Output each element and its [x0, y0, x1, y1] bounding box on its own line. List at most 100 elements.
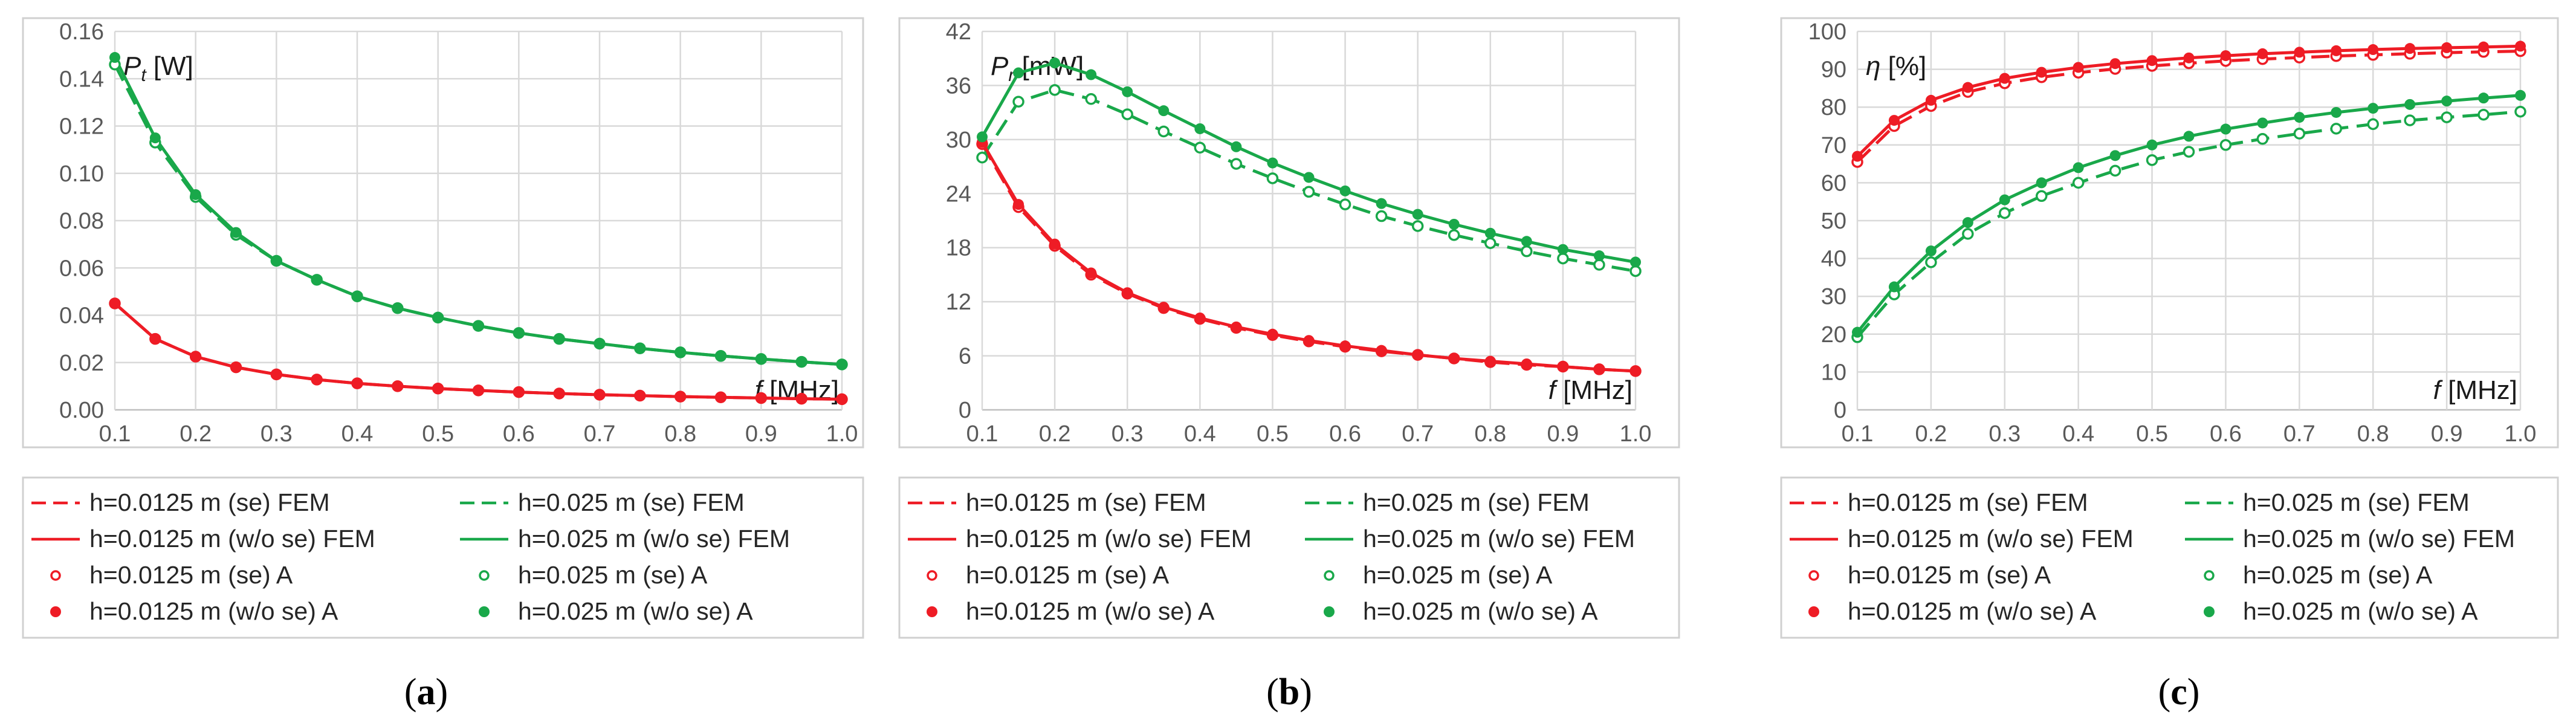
x-tick-label: 0.1: [99, 421, 131, 447]
x-axis-label: f [MHz]: [1549, 375, 1633, 405]
data-point: [1593, 363, 1605, 375]
y-tick-label: 12: [946, 290, 971, 315]
y-tick-label: 20: [1821, 322, 1846, 348]
data-point: [1339, 185, 1351, 196]
data-point: [1888, 115, 1900, 126]
data-point: [634, 343, 646, 354]
legend-entry-label: h=0.025 m (w/o se) FEM: [2243, 525, 2515, 553]
data-point: [352, 291, 363, 302]
chart-panel-c: 0 10 20 30 40 50 60 70 80 90 100 0.1 0.2 0.3 0.4 0.5 0.6…: [1780, 17, 2559, 449]
data-point: [2146, 55, 2158, 66]
legend-swatch-filled-circle: [1808, 606, 1819, 617]
data-point: [1121, 108, 1133, 120]
series-markers-h-0-025-m-w-o-se-a: [109, 52, 847, 370]
data-point: [1376, 198, 1387, 209]
data-point: [1448, 229, 1460, 241]
y-axis-label: Pr [mW]: [991, 51, 1084, 85]
data-point: [1962, 82, 1973, 93]
legend-entry-label: h=0.0125 m (w/o se) A: [1848, 597, 2097, 625]
legend-swatch-open-circle: [479, 570, 490, 581]
data-point: [1448, 218, 1460, 230]
data-point: [2256, 133, 2269, 145]
legend-entry-label: h=0.025 m (w/o se) A: [2243, 597, 2478, 625]
data-point: [2109, 150, 2121, 161]
legend-swatch-filled-circle: [479, 606, 490, 617]
y-tick-label: 10: [1821, 360, 1846, 385]
legend-entry-label: h=0.0125 m (w/o se) FEM: [1848, 525, 2134, 553]
data-point: [1375, 210, 1388, 222]
x-tick-label: 0.8: [2357, 421, 2389, 447]
legend-entry-label: h=0.0125 m (w/o se) A: [89, 597, 338, 625]
x-tick-label: 0.9: [1547, 421, 1579, 447]
data-point: [1630, 365, 1641, 377]
series-markers-h-0-025-m-w-o-se-a: [977, 57, 1641, 268]
data-point: [2515, 41, 2526, 52]
data-point: [1925, 245, 1937, 257]
data-point: [2183, 146, 2195, 158]
x-axis-label: f [MHz]: [2433, 375, 2517, 405]
data-point: [1339, 198, 1351, 210]
legend-entry-label: h=0.025 m (w/o se) FEM: [518, 525, 790, 553]
data-point: [2073, 162, 2084, 173]
data-point: [271, 369, 282, 380]
data-point: [2146, 139, 2158, 151]
data-point: [1303, 186, 1315, 198]
x-tick-label: 0.1: [966, 421, 998, 447]
data-point: [2109, 58, 2121, 70]
y-tick-label: 0.02: [59, 351, 104, 376]
data-point: [634, 390, 646, 401]
data-point: [1412, 349, 1423, 361]
data-point: [796, 356, 807, 368]
panel-caption-a: (a): [404, 672, 448, 713]
x-tick-label: 1.0: [1620, 421, 1652, 447]
data-point: [1521, 358, 1532, 369]
data-point: [473, 384, 484, 396]
legend-entry-label: h=0.0125 m (se) A: [966, 561, 1170, 589]
data-point: [2441, 42, 2453, 53]
y-tick-label: 90: [1821, 57, 1846, 83]
x-tick-label: 0.2: [1039, 421, 1071, 447]
data-point: [1194, 123, 1206, 134]
y-tick-label: 36: [946, 73, 971, 99]
legend-frame: [898, 476, 1680, 639]
data-point: [271, 255, 282, 267]
legend-swatch-filled-circle: [50, 606, 61, 617]
data-point: [392, 380, 403, 392]
x-tick-label: 0.4: [1184, 421, 1216, 447]
y-tick-label: 24: [946, 181, 971, 207]
data-point: [1231, 141, 1242, 152]
data-point: [715, 350, 727, 361]
data-point: [1158, 105, 1170, 117]
y-tick-label: 70: [1821, 133, 1846, 158]
data-point: [1122, 287, 1133, 299]
x-tick-label: 0.2: [180, 421, 212, 447]
data-point: [1852, 326, 1863, 338]
legend-swatch-open-circle: [50, 570, 61, 581]
data-point: [230, 227, 242, 238]
chart-frame: [898, 17, 1680, 449]
y-tick-label: 0.06: [59, 256, 104, 281]
x-tick-label: 0.6: [503, 421, 535, 447]
data-point: [1049, 57, 1061, 69]
data-point: [2367, 118, 2379, 131]
legend-entry-label: h=0.025 m (w/o se) A: [1363, 597, 1598, 625]
panel-caption-c: (c): [2158, 672, 2200, 713]
data-point: [1049, 238, 1061, 250]
legend-frame: [1780, 476, 2559, 639]
data-point: [1557, 252, 1569, 265]
data-point: [2367, 103, 2379, 114]
legend-swatch-open-circle: [1324, 570, 1335, 581]
legend-swatch-open-circle: [1808, 570, 1819, 581]
data-point: [311, 274, 323, 285]
data-point: [2478, 41, 2490, 53]
data-point: [513, 386, 525, 398]
data-point: [2072, 177, 2085, 189]
y-tick-label: 30: [946, 128, 971, 153]
legend-entry-label: h=0.025 m (se) FEM: [518, 488, 745, 516]
data-point: [1852, 151, 1863, 162]
data-point: [2257, 117, 2268, 129]
data-point: [1412, 209, 1423, 220]
legend-entry-label: h=0.025 m (se) A: [1363, 561, 1553, 589]
legend-entry-label: h=0.025 m (se) FEM: [2243, 488, 2470, 516]
